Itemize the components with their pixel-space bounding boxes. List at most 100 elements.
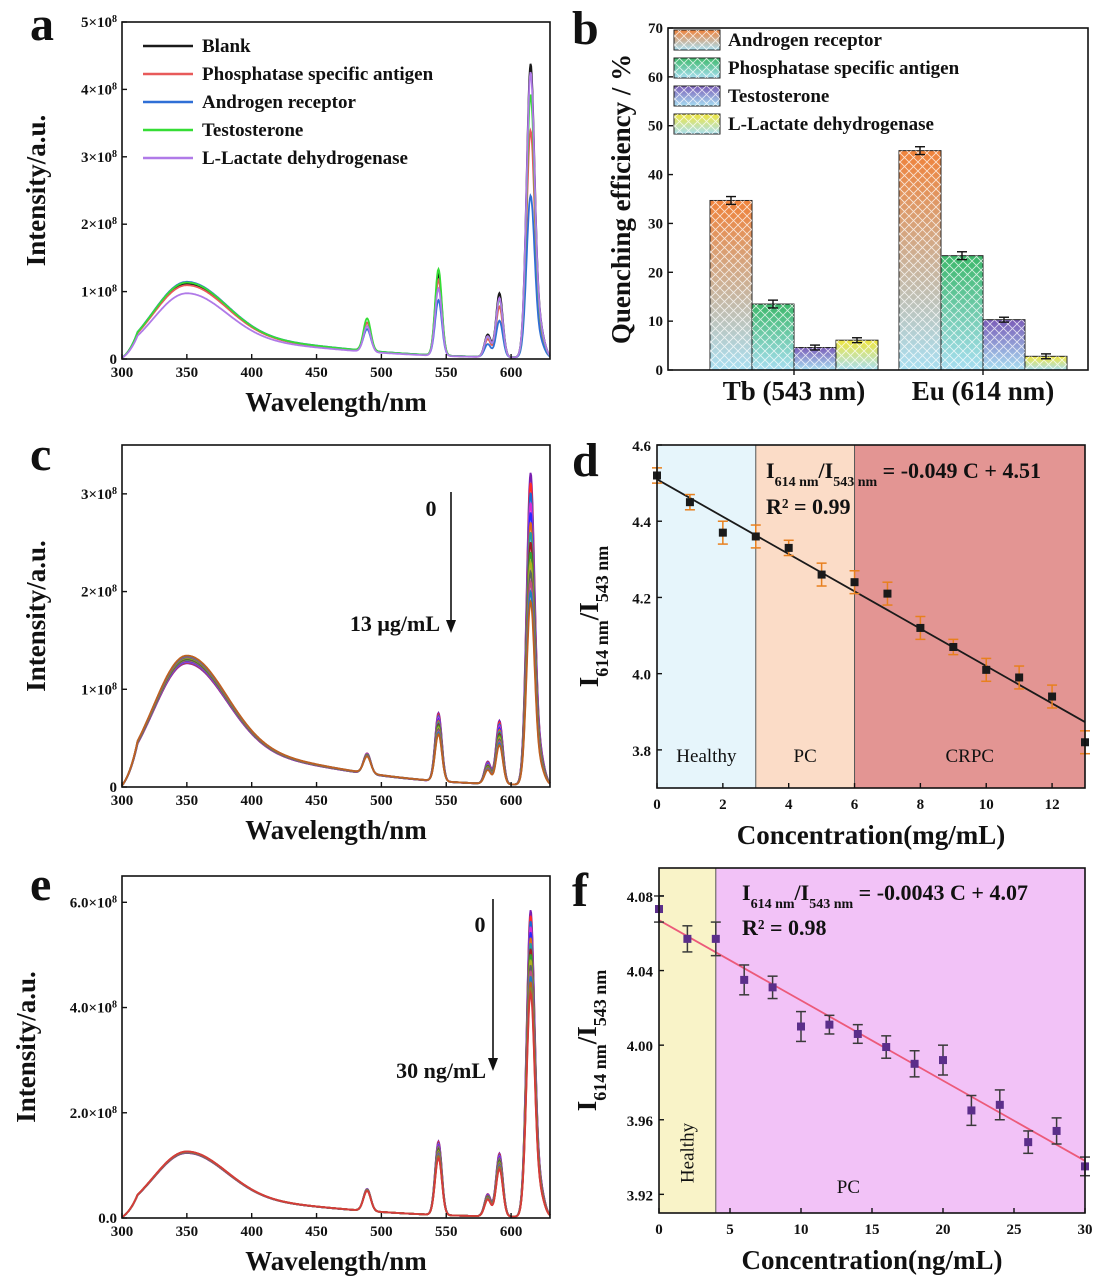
plot-frame <box>656 444 1086 789</box>
x-tick-label: 300 <box>111 1224 134 1240</box>
zone-label: CRPC <box>945 746 994 767</box>
y-tick-label: 2×108 <box>81 583 117 601</box>
y-tick-label: 6.0×108 <box>70 894 117 912</box>
y-tick-label: 2.0×108 <box>70 1104 117 1122</box>
panel-letter: a <box>30 0 54 51</box>
zone-label: Healthy <box>677 1122 698 1183</box>
x-tick-label: 12 <box>1045 797 1060 813</box>
spectrum-line-10 <box>121 959 551 1218</box>
spectrum-line-5 <box>121 71 551 359</box>
fit-equation: I614 nm/I543 nm = -0.0043 C + 4.07 <box>742 880 1028 912</box>
spectrum-line-13 <box>121 976 551 1218</box>
y-tick-label: 4×108 <box>81 81 117 99</box>
y-tick-label: 0 <box>110 780 118 796</box>
bar-hatch <box>710 200 752 370</box>
bar-hatch <box>752 304 794 370</box>
plot-frame <box>121 21 551 360</box>
y-tick-label: 4.0 <box>632 668 651 684</box>
spectrum-line-1 <box>121 472 551 787</box>
legend-label: Androgen receptor <box>728 30 882 51</box>
fit-equation: I614 nm/I543 nm = -0.049 C + 4.51 <box>766 458 1041 490</box>
y-tick-label: 10 <box>648 314 663 330</box>
y-tick-label: 3.96 <box>627 1114 654 1130</box>
trend-arrowhead <box>446 620 456 633</box>
x-tick-label: 6 <box>851 797 859 813</box>
x-tick-label: 300 <box>111 365 134 381</box>
data-point <box>784 543 793 552</box>
y-tick-label: 60 <box>648 70 663 86</box>
data-point <box>882 1043 891 1052</box>
panel-letter: c <box>30 428 51 481</box>
y-tick-label: 5×108 <box>81 14 117 32</box>
panel-e-intensity-spectra-ng: 300 350 400 450 500 550 600 0.0 2.0×108 4.0×108 6.… <box>11 858 551 1276</box>
data-point <box>825 1020 834 1029</box>
legend-hatch <box>674 30 720 50</box>
x-axis-label: Wavelength/nm <box>245 815 427 845</box>
x-tick-label: 30 <box>1078 1222 1093 1238</box>
x-tick-label: 15 <box>865 1222 880 1238</box>
x-tick-label: 0 <box>653 797 661 813</box>
plot-frame <box>121 444 551 788</box>
y-tick-label: 1×108 <box>81 681 117 699</box>
x-tick-label: 20 <box>936 1222 951 1238</box>
data-point <box>797 1022 805 1031</box>
legend-hatch <box>674 86 720 106</box>
y-tick-label: 1×108 <box>81 283 117 301</box>
x-tick-label: 600 <box>500 793 523 809</box>
zone-label: Healthy <box>676 746 737 767</box>
spectrum-line-3 <box>121 492 551 787</box>
y-tick-label: 4.08 <box>627 890 653 906</box>
y-tick-label: 4.0×108 <box>70 999 117 1017</box>
x-tick-label: 350 <box>176 793 199 809</box>
zone-healthy <box>657 445 756 788</box>
y-axis-label: Intensity/a.u. <box>11 971 41 1123</box>
data-point <box>1048 692 1057 701</box>
spectrum-line-3 <box>121 193 551 359</box>
spectrum-line-8 <box>121 948 551 1218</box>
x-tick-label: 8 <box>917 797 925 813</box>
y-tick-label: 40 <box>648 168 663 184</box>
x-axis-label: Wavelength/nm <box>245 387 427 417</box>
data-point <box>883 589 892 598</box>
x-tick-label: 25 <box>1007 1222 1022 1238</box>
spectrum-line-2 <box>121 482 551 787</box>
data-point <box>683 934 692 943</box>
spectrum-line-11 <box>121 965 551 1218</box>
annotation-end: 13 μg/mL <box>350 611 440 636</box>
y-tick-label: 0 <box>656 363 664 379</box>
legend-label: L-Lactate dehydrogenase <box>728 114 934 135</box>
zone-pc <box>755 445 855 788</box>
x-tick-label: 450 <box>305 1224 328 1240</box>
panel-b-quenching-bar-chart: Tb (543 nm) Eu (614 nm) 0 10 20 30 40 50 60 70 Que… <box>572 2 1089 406</box>
spectrum-line-5 <box>121 512 551 787</box>
bar-hatch <box>941 255 983 370</box>
y-tick-label: 4.4 <box>632 515 651 531</box>
zone-label: PC <box>837 1177 860 1198</box>
x-tick-label: 300 <box>111 793 134 809</box>
x-axis-label: Concentration(ng/mL) <box>742 1245 1003 1275</box>
spectrum-line-4 <box>121 94 551 359</box>
panel-letter: d <box>572 434 599 487</box>
data-point <box>982 665 991 674</box>
panel-c-intensity-spectra-mg: 300 350 400 450 500 550 600 0 1×108 2×108 3×108 Wav… <box>21 428 551 845</box>
y-tick-label: 4.04 <box>627 965 654 981</box>
data-point <box>910 1059 919 1068</box>
x-tick-label: 2 <box>719 797 727 813</box>
x-tick-label: 500 <box>370 793 393 809</box>
data-point <box>685 498 694 507</box>
panel-letter: e <box>30 858 51 911</box>
panel-f-ratio-vs-concentration-ng: 0 5 10 15 20 25 30 3.92 3.96 4.00 4.04 4.08 Concentr… <box>572 864 1093 1275</box>
spectrum-line-4 <box>121 502 551 787</box>
x-tick-label: 500 <box>370 1224 393 1240</box>
spectrum-line-15 <box>121 987 551 1218</box>
spectrum-line-14 <box>121 598 551 787</box>
bar-hatch <box>899 150 941 370</box>
legend-label: Testosterone <box>202 120 303 141</box>
spectrum-line-16 <box>121 989 551 1218</box>
x-tick-label: 4 <box>785 797 793 813</box>
spectrum-line-13 <box>121 588 551 787</box>
bar-hatch <box>836 340 878 370</box>
y-tick-label: 3.8 <box>632 744 651 760</box>
x-tick-label: 600 <box>500 1224 523 1240</box>
